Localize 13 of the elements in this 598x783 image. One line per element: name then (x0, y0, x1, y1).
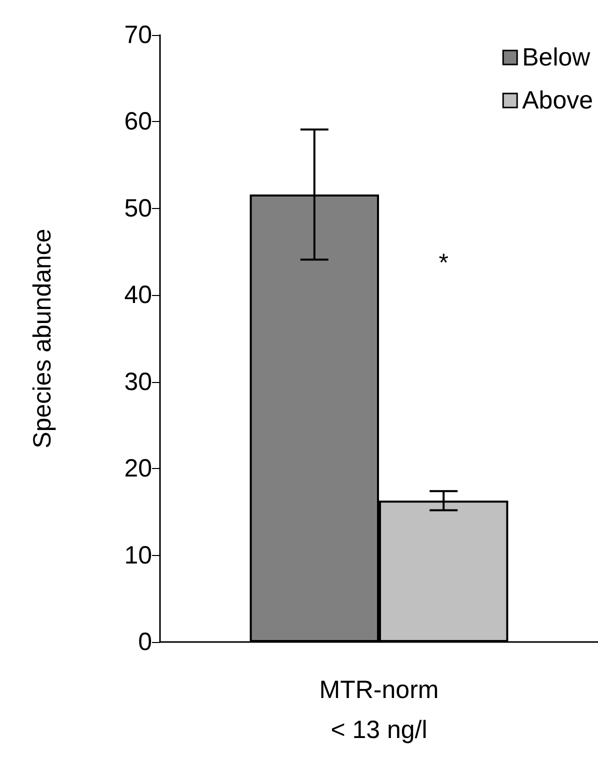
y-tick-label: 30 (124, 368, 152, 396)
y-tick-label: 40 (124, 281, 152, 310)
y-tick-label: 70 (124, 21, 152, 49)
y-tick-label: 60 (124, 108, 152, 136)
x-tick-label: MTR-norm < 13 ng/l (319, 676, 439, 744)
annotation: * (438, 249, 449, 278)
legend-label: Below (522, 44, 592, 72)
legend-label: Above (522, 86, 594, 114)
y-tick-label: 10 (124, 541, 152, 570)
y-tick-label: 0 (138, 628, 152, 656)
y-tick-label: 50 (124, 194, 152, 222)
y-axis-title: Species abundance (28, 228, 56, 448)
y-tick-label: 20 (124, 454, 152, 483)
